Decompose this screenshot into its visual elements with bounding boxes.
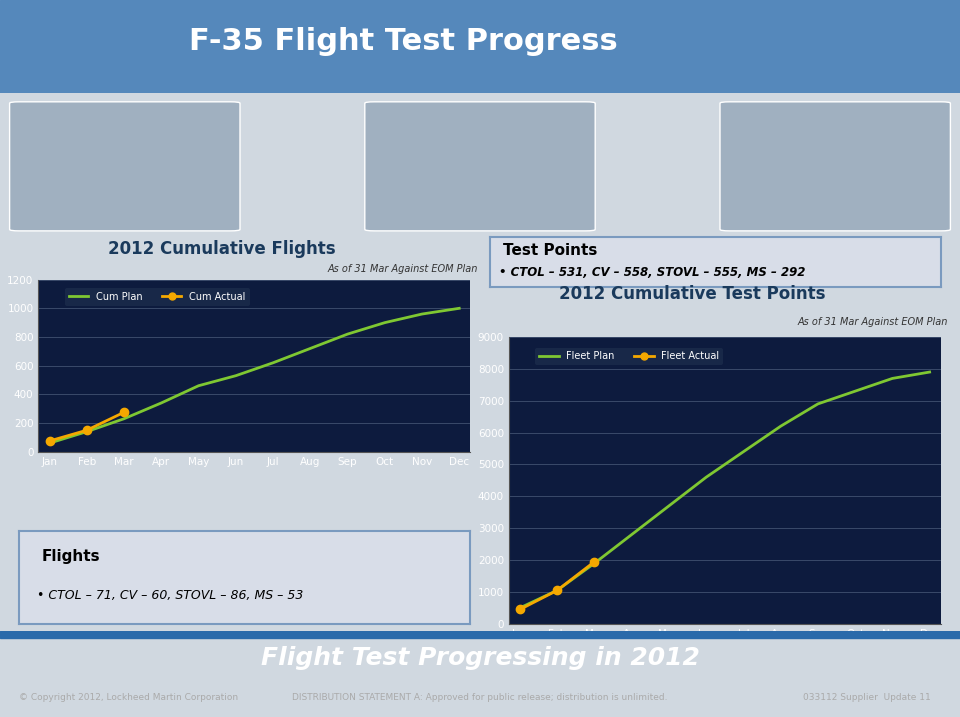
Text: • CTOL – 71, CV – 60, STOVL – 86, MS – 53: • CTOL – 71, CV – 60, STOVL – 86, MS – 5… <box>37 589 303 602</box>
Text: As of 31 Mar Against EOM Plan: As of 31 Mar Against EOM Plan <box>327 265 478 274</box>
Text: F-35 Flight Test Progress: F-35 Flight Test Progress <box>189 27 617 57</box>
Text: 033112 Supplier  Update 11: 033112 Supplier Update 11 <box>804 693 931 702</box>
Text: Test Points: Test Points <box>503 243 597 258</box>
Bar <box>0 631 960 638</box>
Text: © Copyright 2012, Lockheed Martin Corporation: © Copyright 2012, Lockheed Martin Corpor… <box>19 693 238 702</box>
FancyBboxPatch shape <box>365 102 595 231</box>
Legend: Fleet Plan, Fleet Actual: Fleet Plan, Fleet Actual <box>536 348 724 366</box>
Text: Flight Test Progressing in 2012: Flight Test Progressing in 2012 <box>260 646 700 670</box>
FancyBboxPatch shape <box>10 102 240 231</box>
FancyBboxPatch shape <box>720 102 950 231</box>
Text: 2012 Cumulative Flights: 2012 Cumulative Flights <box>108 240 336 258</box>
Text: Flights: Flights <box>42 549 101 564</box>
Text: 2012 Cumulative Test Points: 2012 Cumulative Test Points <box>560 285 826 303</box>
Legend: Cum Plan, Cum Actual: Cum Plan, Cum Actual <box>65 288 250 305</box>
Text: DISTRIBUTION STATEMENT A: Approved for public release; distribution is unlimited: DISTRIBUTION STATEMENT A: Approved for p… <box>292 693 668 702</box>
Text: • CTOL – 531, CV – 558, STOVL – 555, MS – 292: • CTOL – 531, CV – 558, STOVL – 555, MS … <box>498 266 805 279</box>
Text: As of 31 Mar Against EOM Plan: As of 31 Mar Against EOM Plan <box>798 317 948 326</box>
